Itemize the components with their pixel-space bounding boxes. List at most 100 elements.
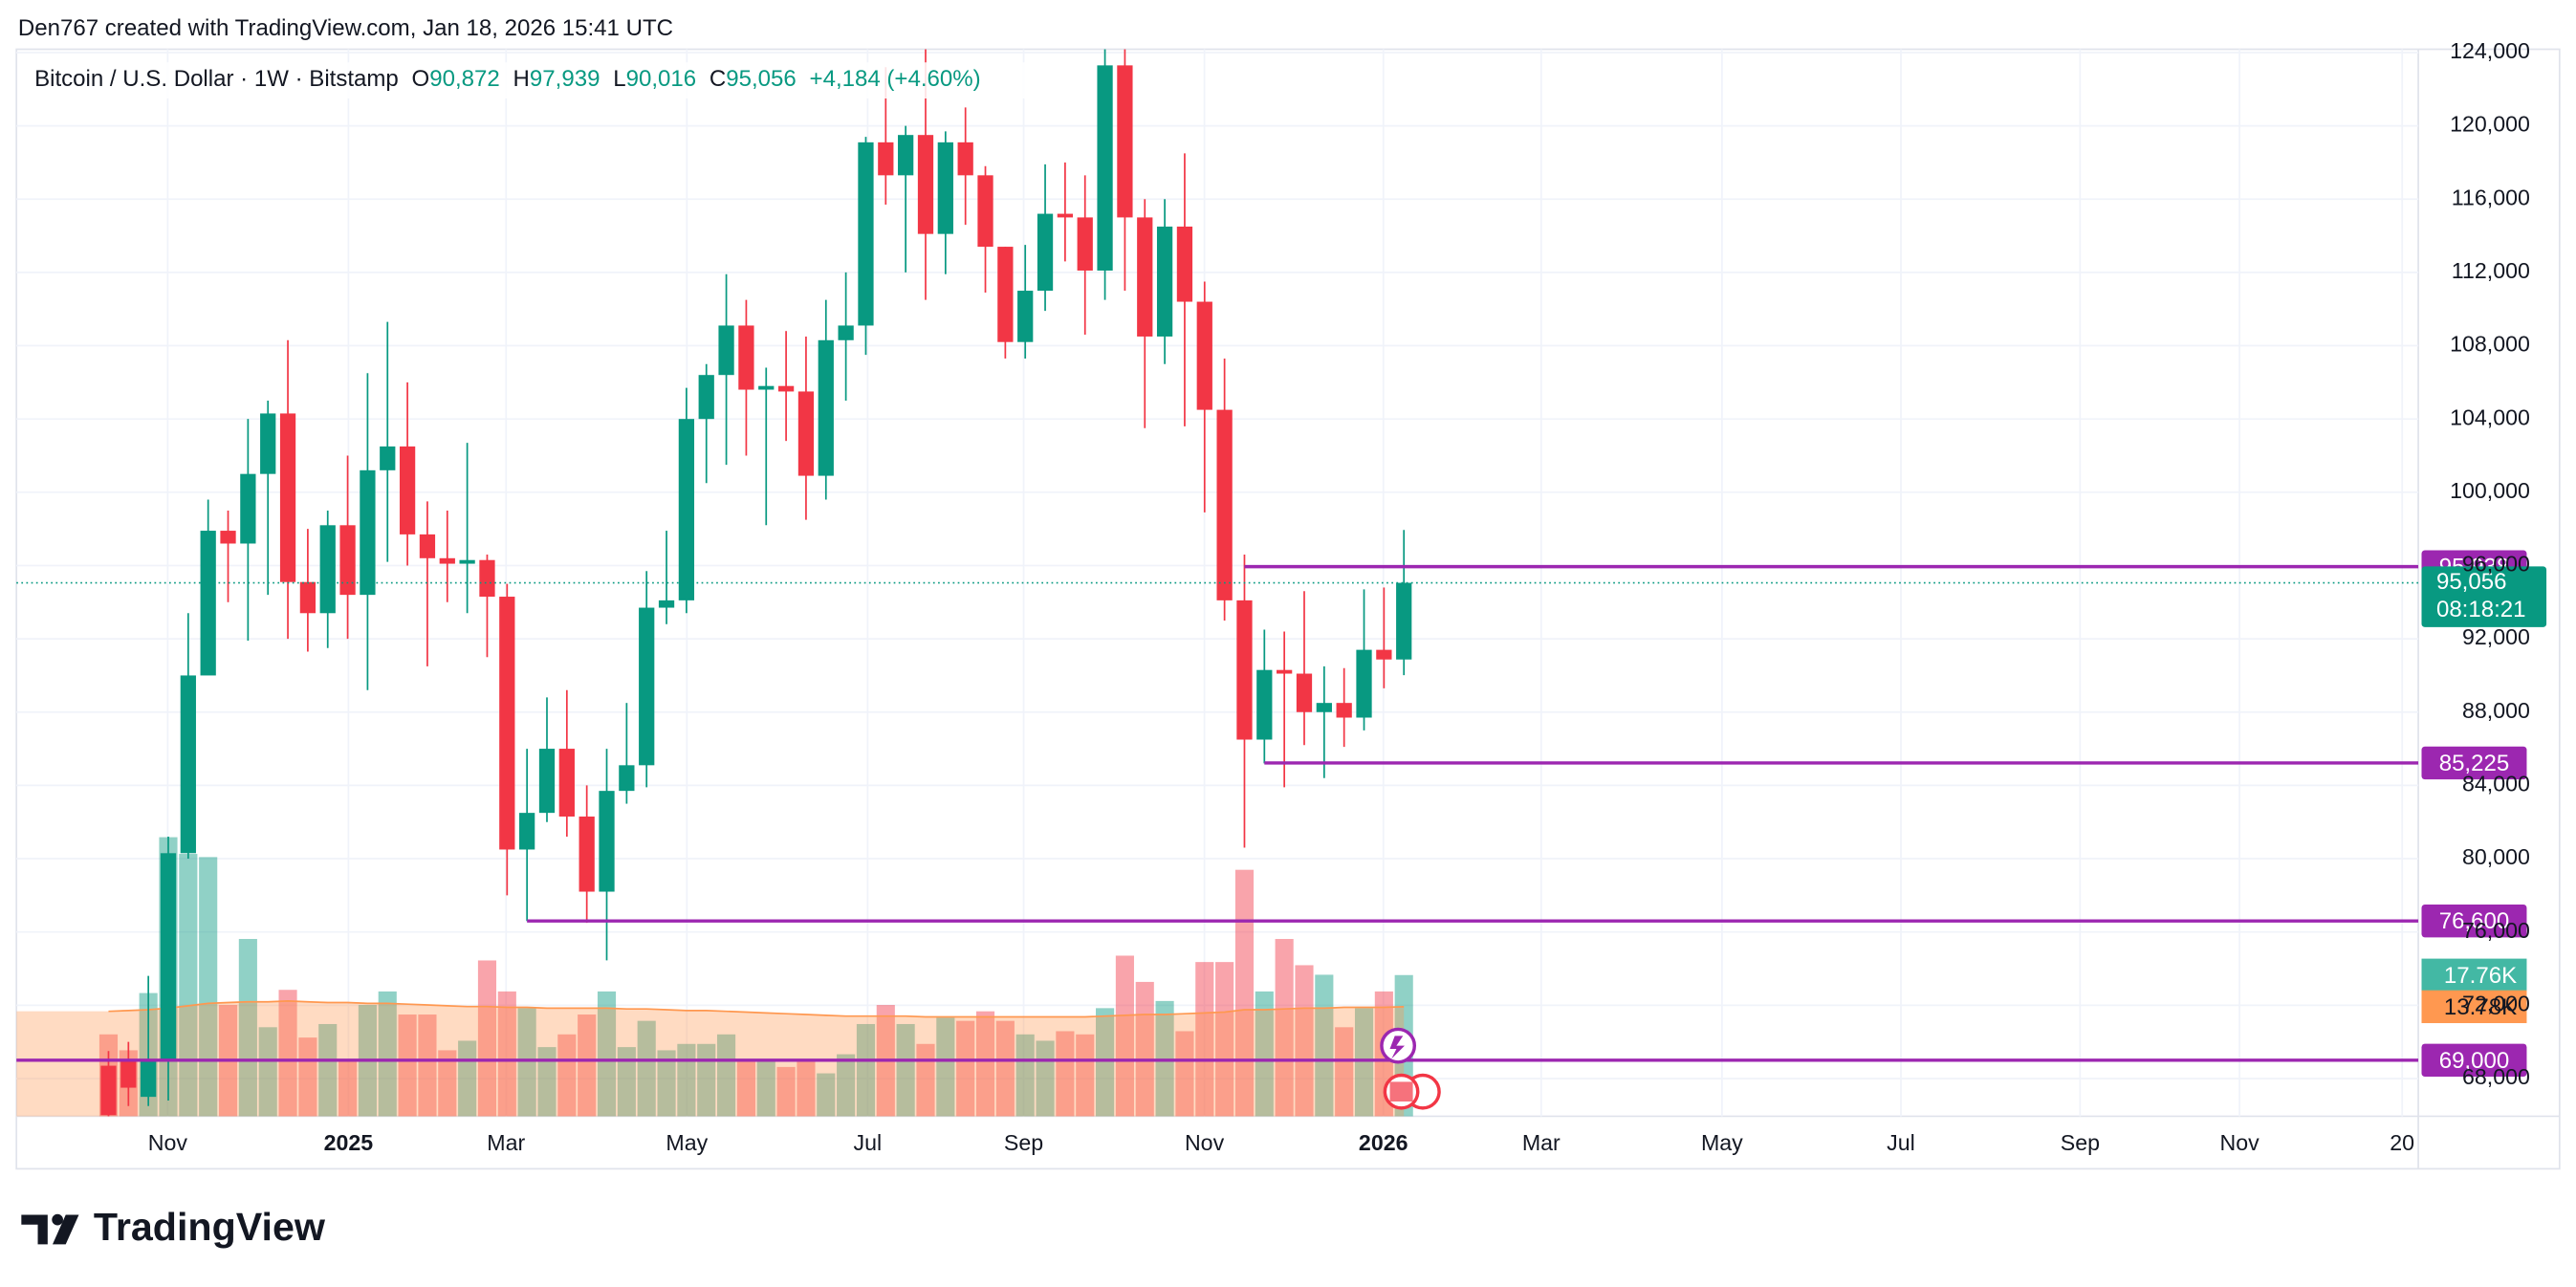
volume-bar bbox=[338, 1060, 358, 1117]
volume-bar bbox=[1096, 1008, 1115, 1117]
legend-change: +4,184 (+4.60%) bbox=[810, 66, 981, 92]
header: Den767 created with TradingView.com, Jan… bbox=[18, 15, 673, 41]
volume-bar bbox=[856, 1023, 876, 1117]
candle-body bbox=[479, 559, 495, 598]
flag-icon bbox=[1389, 1081, 1413, 1102]
volume-bar bbox=[597, 991, 617, 1117]
candle-body bbox=[1296, 673, 1313, 712]
candle-body bbox=[1017, 291, 1034, 342]
y-tick-label: 104,000 bbox=[2450, 404, 2530, 429]
legend-value: 90,872 bbox=[429, 66, 500, 92]
volume-bar bbox=[477, 960, 497, 1117]
candle-body bbox=[718, 325, 734, 376]
volume-bar bbox=[896, 1023, 915, 1117]
candle-body bbox=[797, 391, 815, 476]
y-tick-label: 124,000 bbox=[2450, 38, 2530, 63]
volume-bar bbox=[298, 1037, 317, 1117]
candle-body bbox=[1057, 213, 1074, 218]
logo: TradingView bbox=[21, 1205, 326, 1249]
y-tick-label: 76,000 bbox=[2462, 918, 2530, 943]
candle-body bbox=[419, 534, 436, 558]
x-tick-label: 2025 bbox=[324, 1130, 374, 1155]
candle-body bbox=[777, 385, 795, 392]
volume-bar bbox=[677, 1043, 696, 1117]
last-price-bg bbox=[2421, 566, 2547, 627]
candle-body bbox=[1137, 217, 1153, 337]
volume-bar bbox=[398, 1014, 417, 1117]
candle-body bbox=[120, 1059, 137, 1088]
volume-bar bbox=[975, 1011, 995, 1117]
candle-body bbox=[180, 675, 196, 854]
volume-bar bbox=[916, 1043, 935, 1117]
volume-label-bg bbox=[2421, 958, 2527, 992]
level-label-bg bbox=[2421, 1043, 2527, 1077]
volume-bar bbox=[1115, 955, 1134, 1117]
y-tick-label: 100,000 bbox=[2450, 478, 2530, 503]
volume-bar bbox=[557, 1034, 577, 1117]
candle-body bbox=[1216, 409, 1233, 600]
x-tick-label: May bbox=[1701, 1130, 1743, 1155]
candle-body bbox=[1176, 226, 1193, 302]
candle-body bbox=[519, 813, 535, 850]
axes: Nov 2025 Mar May Jul Sep Nov 2026 Mar May Jul Sep No… bbox=[148, 38, 2530, 1155]
volume-bar bbox=[617, 1047, 636, 1117]
candle-body bbox=[200, 531, 216, 676]
volume-bar bbox=[657, 1050, 676, 1117]
y-tick-label: 72,000 bbox=[2462, 991, 2530, 1015]
brand: TradingView bbox=[94, 1205, 326, 1249]
volume-bar bbox=[837, 1054, 856, 1117]
candle-body bbox=[898, 135, 914, 176]
levels: 95,93885,22576,60069,00095,05608:18:2117… bbox=[16, 550, 2547, 1077]
legend-value: 90,016 bbox=[626, 66, 697, 92]
legend-symbol: Bitcoin / U.S. Dollar · 1W · Bitstamp bbox=[34, 66, 399, 92]
x-tick-label: Nov bbox=[2219, 1130, 2259, 1155]
candle-body bbox=[1356, 649, 1372, 718]
y-tick-label: 80,000 bbox=[2462, 844, 2530, 869]
y-tick-label: 92,000 bbox=[2462, 624, 2530, 649]
legend-key: H bbox=[513, 66, 530, 92]
volume-bar bbox=[418, 1014, 437, 1117]
candle-body bbox=[360, 469, 376, 596]
volume-bar bbox=[1234, 869, 1255, 1117]
legend-bg bbox=[23, 62, 1029, 99]
candle-body bbox=[1396, 582, 1412, 660]
x-tick-label: 20 bbox=[2390, 1130, 2414, 1155]
volume-bar bbox=[378, 991, 397, 1117]
x-tick-label: May bbox=[666, 1130, 708, 1155]
event-bolt bbox=[1389, 1036, 1405, 1059]
volume-bar bbox=[1315, 974, 1334, 1117]
level-label: 69,000 bbox=[2439, 1048, 2510, 1074]
volume-bar bbox=[1255, 991, 1274, 1117]
volume-bar bbox=[537, 1047, 557, 1117]
candle-body bbox=[758, 385, 775, 390]
candle-body bbox=[1376, 649, 1392, 660]
candle-body bbox=[299, 581, 317, 614]
candle-body bbox=[1236, 600, 1253, 740]
volume-bar bbox=[1015, 1034, 1035, 1117]
candle-body bbox=[878, 142, 894, 176]
candles bbox=[100, 49, 1412, 1117]
candle-body bbox=[1117, 65, 1133, 218]
volume-bar bbox=[199, 857, 218, 1117]
candle-body bbox=[1256, 669, 1273, 740]
candle-body bbox=[698, 375, 714, 420]
volume-bar bbox=[1295, 965, 1314, 1117]
candle-body bbox=[917, 135, 934, 234]
volume-bar bbox=[956, 1020, 975, 1117]
level-label-bg bbox=[2421, 905, 2527, 938]
candle-body bbox=[639, 607, 655, 766]
y-tick-label: 68,000 bbox=[2462, 1064, 2530, 1089]
y-tick-label: 108,000 bbox=[2450, 332, 2530, 357]
candle-body bbox=[1316, 703, 1332, 712]
candle-body bbox=[599, 791, 615, 892]
candle-body bbox=[459, 559, 475, 564]
volume-bar bbox=[756, 1060, 775, 1117]
level-label: 76,600 bbox=[2439, 908, 2510, 934]
x-tick-label: Mar bbox=[487, 1130, 525, 1155]
candle-body bbox=[957, 142, 973, 176]
candle-body bbox=[1077, 217, 1093, 271]
volume-bar bbox=[1195, 962, 1214, 1117]
candle-body bbox=[1097, 65, 1113, 271]
y-tick-label: 116,000 bbox=[2452, 185, 2530, 209]
